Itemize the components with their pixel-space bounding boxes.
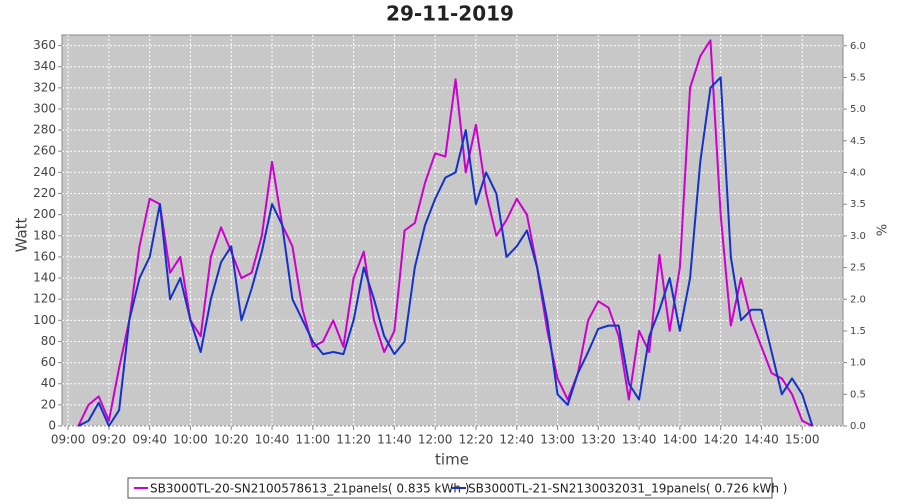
y2-tick-label: 5.5 [850,72,866,83]
x-tick-label: 14:00 [663,433,698,447]
y-axis-label: Watt [13,217,31,252]
plot-area [61,34,844,427]
y2-tick-label: 3.0 [850,231,866,242]
y2-tick-label: 3.5 [850,199,866,210]
legend-label: SB3000TL-21-SN2130032031_19panels( 0.726… [468,482,787,496]
chart-title: 29-11-2019 [386,2,514,26]
x-tick-label: 10:00 [173,433,208,447]
y-tick-label: 60 [41,355,56,369]
y-tick-label: 240 [33,165,56,179]
x-tick-label: 15:00 [785,433,820,447]
y2-tick-label: 0.0 [850,421,866,432]
y-tick-label: 300 [33,101,56,115]
x-axis-label: time [435,451,469,469]
series-line [77,76,814,427]
y-tick-label: 40 [41,376,56,390]
x-tick-label: 09:20 [92,433,127,447]
y-tick-label: 360 [33,38,56,52]
y-tick-label: 0 [48,419,56,433]
x-tick-label: 11:40 [377,433,412,447]
x-tick-label: 12:40 [499,433,534,447]
y-tick-label: 80 [41,334,56,348]
x-tick-label: 12:00 [418,433,453,447]
y2-tick-label: 1.5 [850,326,866,337]
x-tick-label: 09:00 [51,433,86,447]
x-tick-label: 14:20 [703,433,738,447]
x-tick-label: 14:40 [744,433,779,447]
y-tick-label: 180 [33,228,56,242]
y-tick-label: 140 [33,271,56,285]
y2-tick-label: 4.0 [850,168,866,179]
x-tick-label: 12:20 [459,433,494,447]
y2-tick-label: 2.5 [850,263,866,274]
x-tick-label: 10:40 [255,433,290,447]
y2-tick-label: 2.0 [850,294,866,305]
y2-tick-label: 4.5 [850,136,866,147]
y-tick-label: 220 [33,186,56,200]
y-tick-label: 320 [33,80,56,94]
y-tick-label: 120 [33,292,56,306]
x-tick-label: 13:40 [622,433,657,447]
y2-tick-label: 1.0 [850,358,866,369]
y-tick-label: 260 [33,144,56,158]
x-tick-label: 13:00 [540,433,575,447]
x-tick-label: 10:20 [214,433,249,447]
series-line [77,39,813,427]
y2-tick-label: 5.0 [850,104,866,115]
y-tick-label: 160 [33,249,56,263]
legend-label: SB3000TL-20-SN2100578613_21panels( 0.835… [150,482,469,496]
y-tick-label: 200 [33,207,56,221]
legend [127,477,773,499]
x-tick-label: 13:20 [581,433,616,447]
y-tick-label: 20 [41,397,56,411]
y2-tick-label: 6.0 [850,41,866,52]
y-tick-label: 280 [33,123,56,137]
y2-tick-label: 0.5 [850,389,866,400]
y2-axis-label: % [873,224,888,236]
x-tick-label: 09:40 [132,433,167,447]
y-tick-label: 340 [33,59,56,73]
y-tick-label: 100 [33,313,56,327]
x-tick-label: 11:00 [296,433,331,447]
x-tick-label: 11:20 [336,433,371,447]
